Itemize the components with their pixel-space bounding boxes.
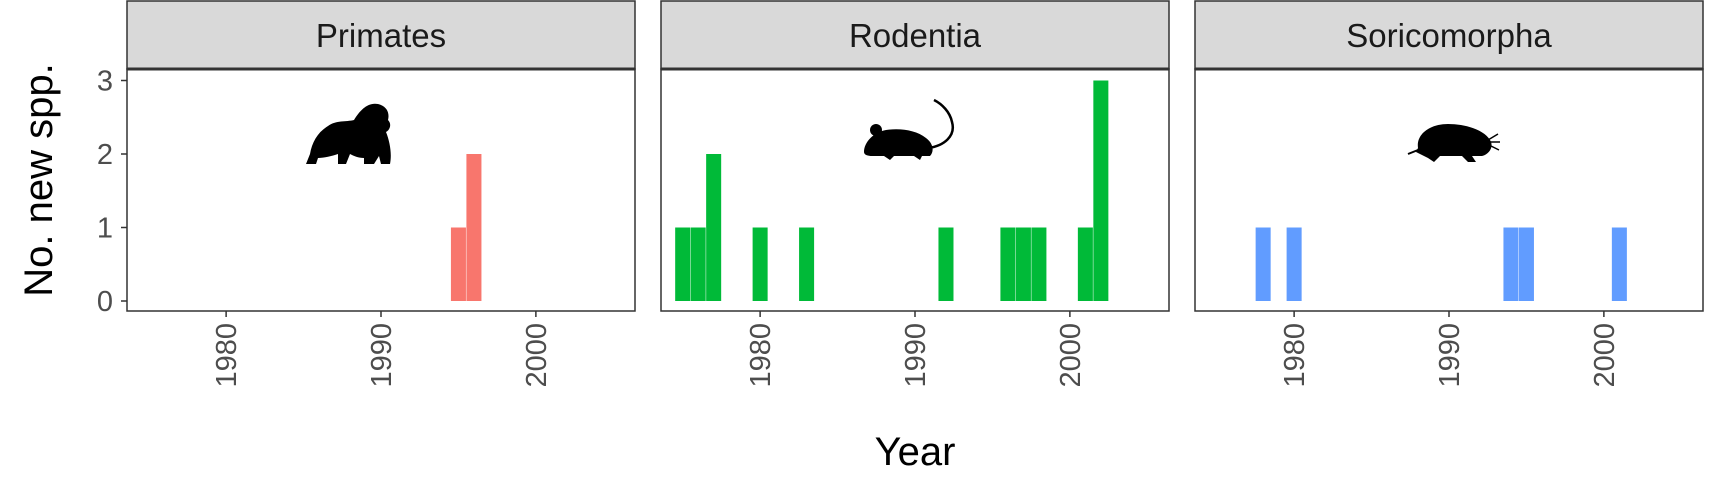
facet-panel-rodentia: Rodentia 1980 1990 2000 xyxy=(660,0,1170,388)
facet-panel-primates: Primates 1980 1990 2000 xyxy=(126,0,636,388)
y-tick-label: 2 xyxy=(97,139,113,171)
x-tick-label: 2000 xyxy=(1055,323,1087,388)
mouse-ear xyxy=(870,124,882,136)
bar xyxy=(1255,227,1271,301)
bar xyxy=(1000,227,1016,301)
mole-tail xyxy=(1407,149,1419,155)
bar xyxy=(799,227,815,301)
y-tick-label: 1 xyxy=(97,213,113,245)
gorilla-shape xyxy=(306,103,391,164)
strip-background xyxy=(1194,0,1704,70)
x-tick-label: 1990 xyxy=(900,323,932,388)
bar xyxy=(1077,227,1093,301)
bar xyxy=(752,227,768,301)
y-axis-title: No. new spp. xyxy=(17,63,61,296)
bar xyxy=(1031,227,1047,301)
x-tick-label: 2000 xyxy=(521,323,553,388)
facet-panel-soricomorpha: Soricomorpha 1980 1990 2000 xyxy=(1194,0,1704,388)
bar xyxy=(1286,227,1302,301)
strip-background xyxy=(126,0,636,70)
x-tick-label: 1990 xyxy=(1434,323,1466,388)
bar xyxy=(1611,227,1627,301)
x-tick-label: 1980 xyxy=(745,323,777,388)
bar xyxy=(675,227,691,301)
mole-icon xyxy=(1407,124,1500,162)
bar xyxy=(690,227,706,301)
x-axis-title: Year xyxy=(875,430,956,474)
strip-background xyxy=(660,0,1170,70)
x-tick-label: 1990 xyxy=(366,323,398,388)
mouse-icon xyxy=(864,98,955,160)
x-tick-label: 1980 xyxy=(1279,323,1311,388)
mole-body xyxy=(1416,124,1492,162)
bar xyxy=(1093,80,1109,301)
mole-whiskers xyxy=(1487,133,1500,151)
bar xyxy=(1015,227,1031,301)
gorilla-icon xyxy=(306,103,391,164)
x-tick-label: 1980 xyxy=(211,323,243,388)
mouse-body xyxy=(864,129,933,160)
mouse-tail xyxy=(927,98,955,150)
y-axis: 0 1 2 3 xyxy=(97,66,127,318)
bar xyxy=(706,154,722,301)
x-tick-label: 2000 xyxy=(1589,323,1621,388)
y-tick-label: 3 xyxy=(97,66,113,98)
bar xyxy=(450,227,466,301)
y-tick-label: 0 xyxy=(97,286,113,318)
bar xyxy=(466,154,482,301)
bar xyxy=(938,227,954,301)
facet-panels: Primates 1980 1990 2000 Rodentia 1980 1990 2000… xyxy=(97,0,1704,388)
bar xyxy=(1503,227,1519,301)
strip-label: Rodentia xyxy=(849,17,982,54)
strip-label: Soricomorpha xyxy=(1346,17,1552,54)
strip-label: Primates xyxy=(316,17,446,54)
bar xyxy=(1518,227,1534,301)
